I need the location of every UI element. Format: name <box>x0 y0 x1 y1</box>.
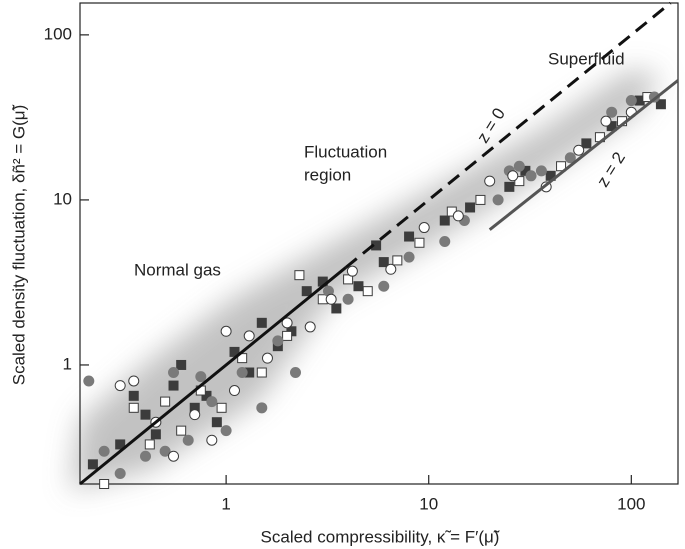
square-point <box>99 479 110 489</box>
plot-frame <box>79 2 679 485</box>
circle-point <box>114 467 126 479</box>
square-point <box>144 439 155 450</box>
square-point <box>216 402 227 413</box>
square-point <box>256 317 267 328</box>
square-point <box>392 255 403 266</box>
annotation: z = 2 <box>593 149 629 191</box>
circle-point <box>535 165 547 177</box>
circle-point <box>439 235 451 247</box>
circle-point <box>403 251 415 263</box>
annotation: Normal gas <box>134 260 221 279</box>
circle-point <box>236 367 248 379</box>
square-point <box>362 286 373 297</box>
square-point <box>128 402 139 413</box>
circle-point <box>304 321 316 333</box>
square-point <box>301 286 312 297</box>
circle-point <box>114 380 126 392</box>
circle-point <box>385 263 397 275</box>
x-axis-label: Scaled compressibility, κ̃ = F′(μ̃) <box>261 527 500 546</box>
circle-point <box>195 371 207 383</box>
square-point <box>128 390 139 401</box>
y-tick-label: 10 <box>53 189 72 208</box>
circle-point <box>606 106 618 118</box>
circle-point <box>140 450 152 462</box>
x-tick-label: 100 <box>617 494 645 513</box>
square-point <box>140 409 151 420</box>
x-tick-label: 1 <box>221 494 230 513</box>
circle-point <box>600 115 612 127</box>
guide-line <box>488 79 679 231</box>
y-axis-label: Scaled density fluctuation, δñ² = G(μ̃) <box>9 104 28 385</box>
square-point <box>282 330 293 341</box>
y-tick-label: 100 <box>44 24 72 43</box>
circle-point <box>346 265 358 277</box>
square-point <box>176 359 187 370</box>
square-point <box>475 194 486 205</box>
square-point <box>655 99 666 110</box>
square-point <box>439 215 450 226</box>
circle-point <box>206 434 218 446</box>
square-point <box>465 202 476 213</box>
circle-point <box>573 144 585 156</box>
square-point <box>581 138 592 149</box>
annotation: Superfluid <box>548 49 625 68</box>
square-point <box>514 176 525 187</box>
square-point <box>87 459 98 470</box>
circle-point <box>220 425 232 437</box>
circle-point <box>261 352 273 364</box>
circle-point <box>492 194 504 206</box>
square-point <box>353 281 364 292</box>
circle-point <box>243 330 255 342</box>
x-tick-label: 10 <box>419 494 438 513</box>
circle-point <box>206 396 218 408</box>
circle-point <box>168 450 180 462</box>
square-point <box>176 425 187 436</box>
square-point <box>414 237 425 248</box>
circle-point <box>256 402 268 414</box>
square-point <box>150 429 161 440</box>
circle-point <box>182 434 194 446</box>
circle-point <box>452 210 464 222</box>
circle-point <box>513 160 525 172</box>
square-point <box>160 396 171 407</box>
annotation: Fluctuation <box>304 142 387 161</box>
circle-point <box>418 222 430 234</box>
square-point <box>343 274 354 285</box>
circle-point <box>128 375 140 387</box>
square-point <box>404 231 415 242</box>
circle-point <box>159 445 171 457</box>
square-point <box>504 181 515 192</box>
square-point <box>256 367 267 378</box>
circle-point <box>507 170 519 182</box>
circle-point <box>98 445 110 457</box>
circle-point <box>342 293 354 305</box>
y-tick-label: 1 <box>63 354 72 373</box>
guide-line <box>79 266 347 486</box>
circle-point <box>281 317 293 329</box>
circle-point <box>272 335 284 347</box>
circle-point <box>625 95 637 107</box>
square-point <box>168 380 179 391</box>
square-point <box>115 439 126 450</box>
circle-point <box>525 170 537 182</box>
square-point <box>556 161 567 172</box>
circle-point <box>325 293 337 305</box>
annotation: region <box>304 165 351 184</box>
circle-point <box>229 385 241 397</box>
circle-point <box>220 325 232 337</box>
square-point <box>331 303 342 314</box>
guide-line <box>344 1 672 269</box>
square-point <box>211 417 222 428</box>
circle-point <box>189 409 201 421</box>
square-point <box>294 270 305 281</box>
circle-point <box>83 375 95 387</box>
circle-point <box>484 175 496 187</box>
circle-point <box>289 367 301 379</box>
square-point <box>378 257 389 268</box>
circle-point <box>564 152 576 164</box>
circle-point <box>168 367 180 379</box>
circle-point <box>378 280 390 292</box>
